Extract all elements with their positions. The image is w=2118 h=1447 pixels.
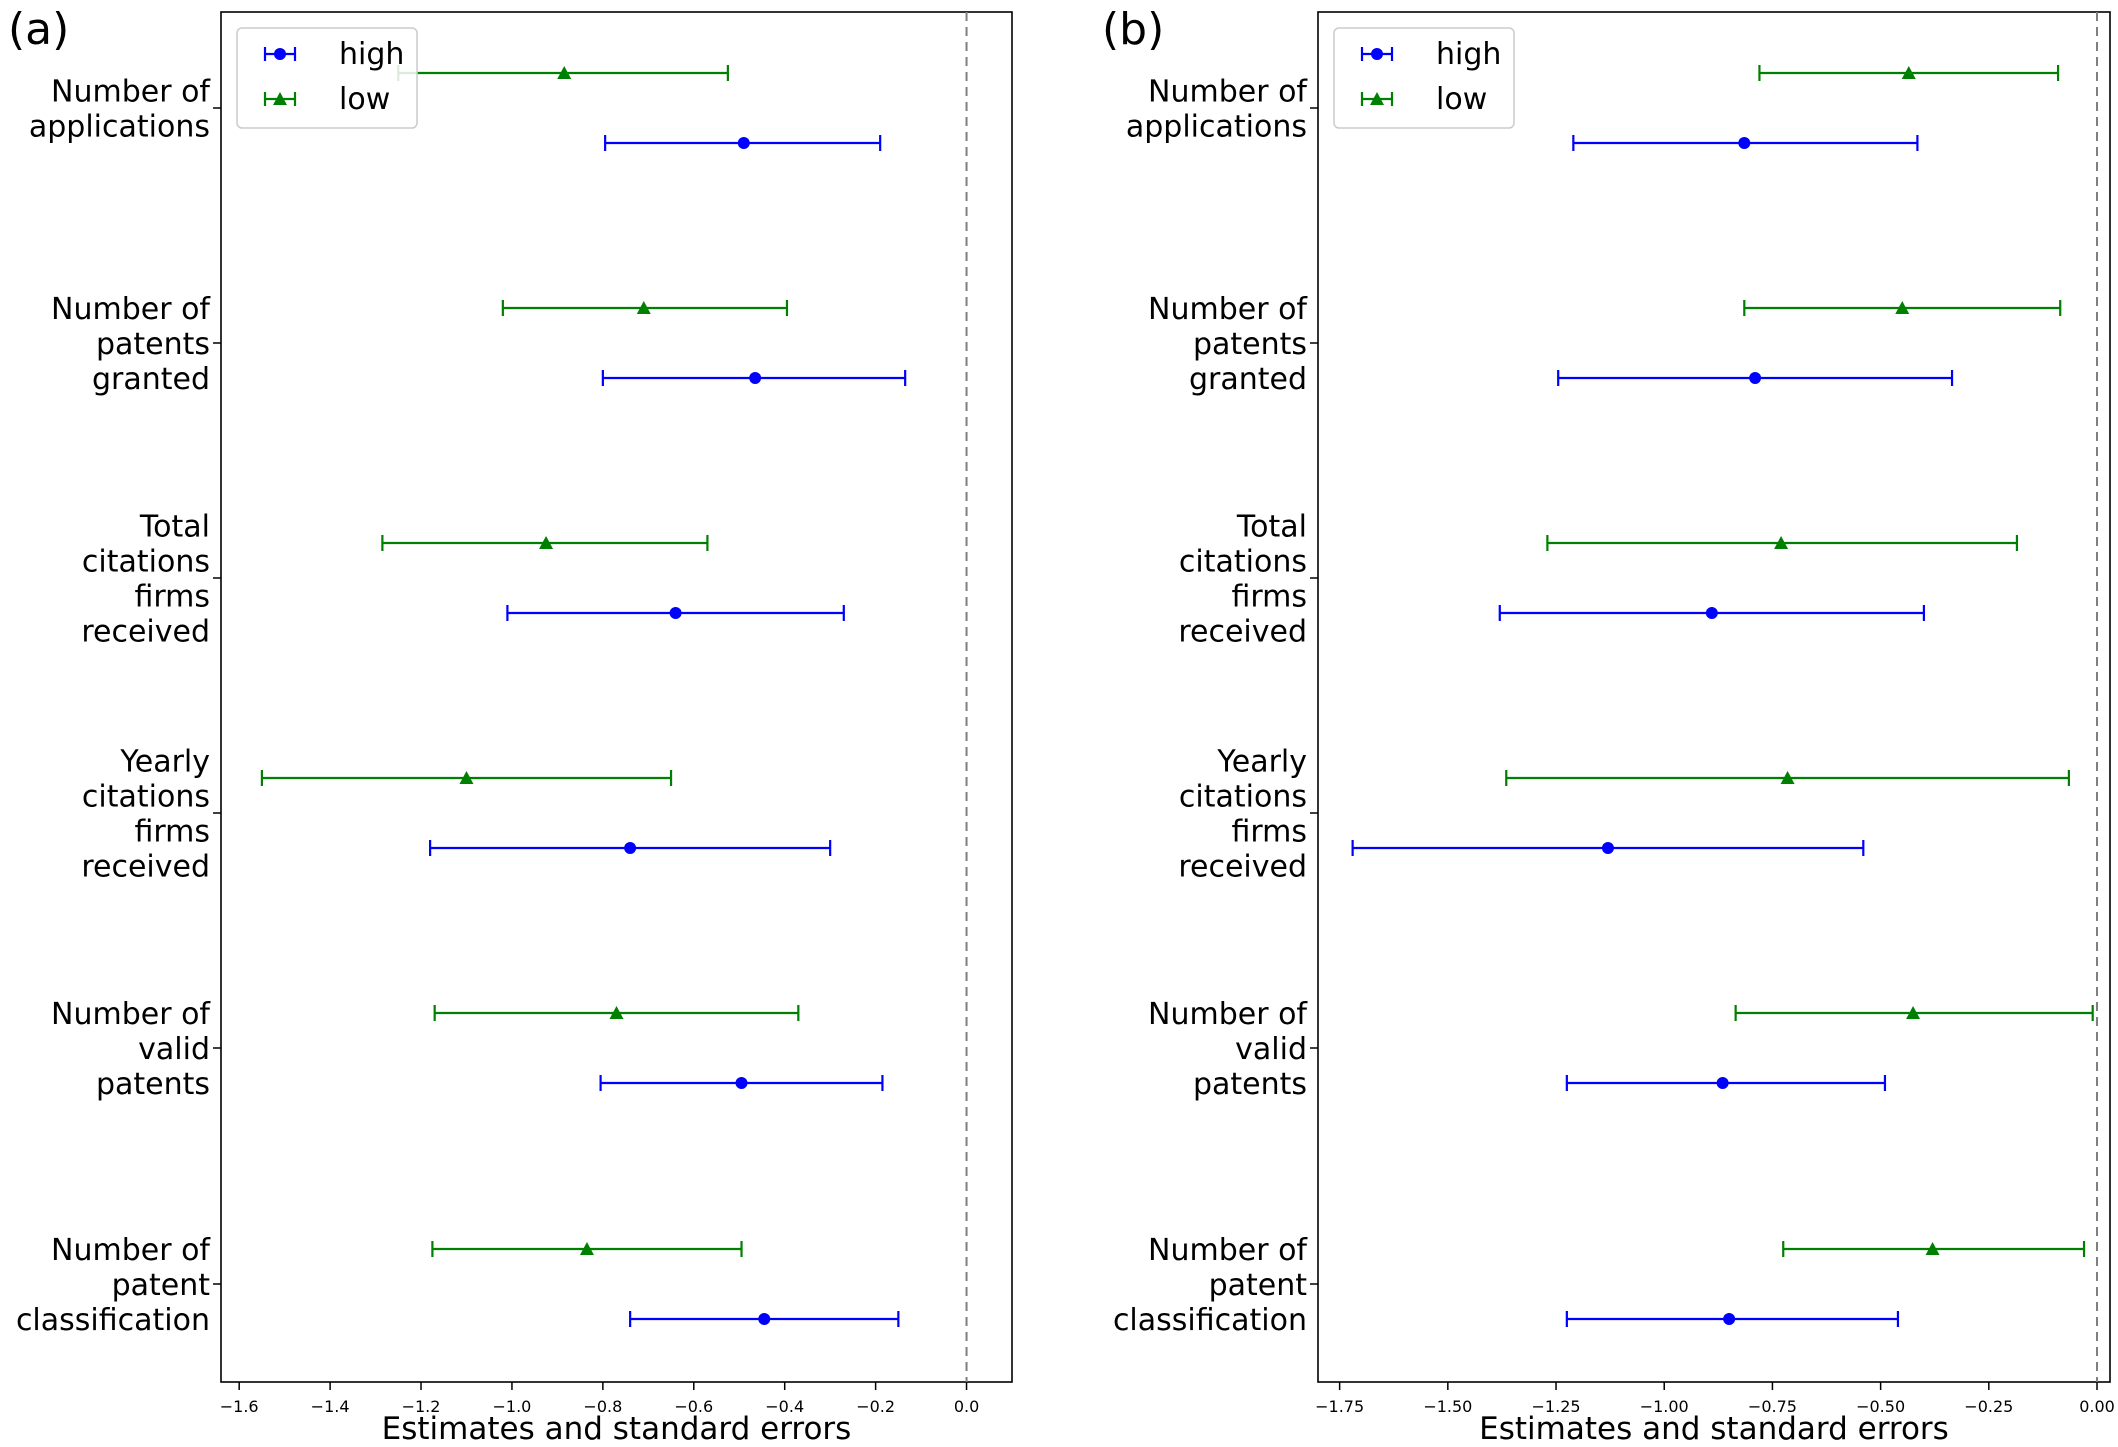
y-category-label: firms	[134, 580, 210, 615]
y-category-label: Total	[1236, 510, 1307, 545]
x-tick-label: −0.2	[856, 1397, 895, 1416]
point-high	[735, 1077, 748, 1089]
x-tick-label: −0.50	[1856, 1397, 1905, 1416]
y-category-label: Number of	[51, 1233, 211, 1268]
point-low	[1901, 66, 1916, 79]
point-high	[737, 137, 750, 149]
point-high	[1601, 842, 1614, 854]
x-tick-label: −1.75	[1315, 1397, 1364, 1416]
x-tick-label: −1.2	[402, 1397, 441, 1416]
point-low	[579, 1242, 594, 1255]
axes-frame	[1317, 11, 2111, 1383]
x-tick-label: −0.75	[1748, 1397, 1797, 1416]
point-low	[1925, 1242, 1940, 1255]
x-tick-label: −0.6	[674, 1397, 713, 1416]
point-high	[1716, 1077, 1729, 1089]
point-low	[557, 66, 572, 79]
point-high	[1749, 372, 1762, 384]
y-category-label: patents	[96, 327, 210, 362]
x-tick-label: −0.4	[765, 1397, 804, 1416]
y-category-label: classification	[1113, 1303, 1307, 1338]
y-category-label: Yearly	[119, 745, 210, 780]
point-low	[459, 771, 474, 784]
point-high	[1705, 607, 1718, 619]
y-category-label: firms	[1231, 815, 1307, 850]
legend-marker-high	[274, 48, 286, 60]
y-category-label: Number of	[51, 75, 211, 110]
y-category-label: granted	[92, 362, 210, 397]
y-category-label: patent	[112, 1268, 211, 1303]
point-high	[1723, 1313, 1736, 1325]
y-category-label: citations	[82, 780, 210, 815]
y-category-label: Number of	[51, 997, 211, 1032]
y-category-label: received	[81, 615, 210, 650]
panel-b: (b) −1.75 −1.50 −1.25 −1.00 −0.75 −0.50 −0.25 0.…	[1102, 4, 2115, 1447]
x-tick-label: −1.4	[311, 1397, 350, 1416]
point-high	[624, 842, 637, 854]
x-tick-label: 0.0	[954, 1397, 979, 1416]
y-category-label: granted	[1189, 362, 1307, 397]
y-category-label: firms	[1231, 580, 1307, 615]
x-axis-label: Estimates and standard errors	[382, 1411, 852, 1447]
x-tick-label: −1.0	[493, 1397, 532, 1416]
point-low	[1780, 771, 1795, 784]
y-category-label: patents	[1193, 327, 1307, 362]
y-category-label: classification	[16, 1303, 210, 1338]
y-category-label: Yearly	[1216, 745, 1307, 780]
legend-marker-low	[1370, 92, 1384, 105]
point-high	[758, 1313, 771, 1325]
point-high	[749, 372, 762, 384]
legend-label-high: high	[339, 37, 404, 72]
point-low	[636, 301, 651, 314]
point-low	[1774, 536, 1789, 549]
point-low	[1906, 1006, 1921, 1019]
y-category-label: applications	[1126, 110, 1307, 145]
x-tick-label: 0.00	[2079, 1397, 2115, 1416]
x-tick-label: −1.25	[1532, 1397, 1581, 1416]
legend-marker-low	[273, 92, 287, 105]
legend-marker-high	[1371, 48, 1383, 60]
y-category-label: patents	[1193, 1067, 1307, 1102]
legend-label-high: high	[1436, 37, 1501, 72]
y-category-label: applications	[29, 110, 210, 145]
point-high	[669, 607, 682, 619]
y-category-label: patents	[96, 1067, 210, 1102]
x-axis-label: Estimates and standard errors	[1479, 1411, 1949, 1447]
y-category-label: Number of	[1148, 292, 1308, 327]
y-category-label: Number of	[1148, 1233, 1308, 1268]
legend-label-low: low	[1436, 82, 1487, 117]
y-category-label: citations	[1179, 545, 1307, 580]
point-low	[609, 1006, 624, 1019]
x-tick-label: −0.8	[583, 1397, 622, 1416]
point-low	[1895, 301, 1910, 314]
y-category-label: Number of	[1148, 75, 1308, 110]
panel-a: (a) −1.6 −1.4 −1.2 −1.0 −0.8 −0.6 −0.4 −0.2 0.0 Es…	[8, 4, 1013, 1447]
y-category-label: received	[1178, 850, 1307, 885]
point-low	[539, 536, 554, 549]
y-category-label: valid	[1235, 1032, 1307, 1067]
y-category-label: firms	[134, 815, 210, 850]
y-category-label: Number of	[51, 292, 211, 327]
x-tick-label: −1.6	[220, 1397, 259, 1416]
panel-label: (a)	[8, 4, 69, 55]
y-category-label: received	[1178, 615, 1307, 650]
x-tick-label: −1.00	[1640, 1397, 1689, 1416]
x-tick-label: −1.50	[1423, 1397, 1472, 1416]
y-category-label: citations	[1179, 780, 1307, 815]
y-category-label: Total	[139, 510, 210, 545]
y-category-label: received	[81, 850, 210, 885]
y-category-label: patent	[1209, 1268, 1308, 1303]
y-category-label: valid	[138, 1032, 210, 1067]
y-category-label: Number of	[1148, 997, 1308, 1032]
panel-label: (b)	[1102, 4, 1164, 55]
point-high	[1738, 137, 1751, 149]
y-category-label: citations	[82, 545, 210, 580]
x-tick-label: −0.25	[1964, 1397, 2013, 1416]
legend-label-low: low	[339, 82, 390, 117]
axes-frame	[220, 11, 1013, 1383]
